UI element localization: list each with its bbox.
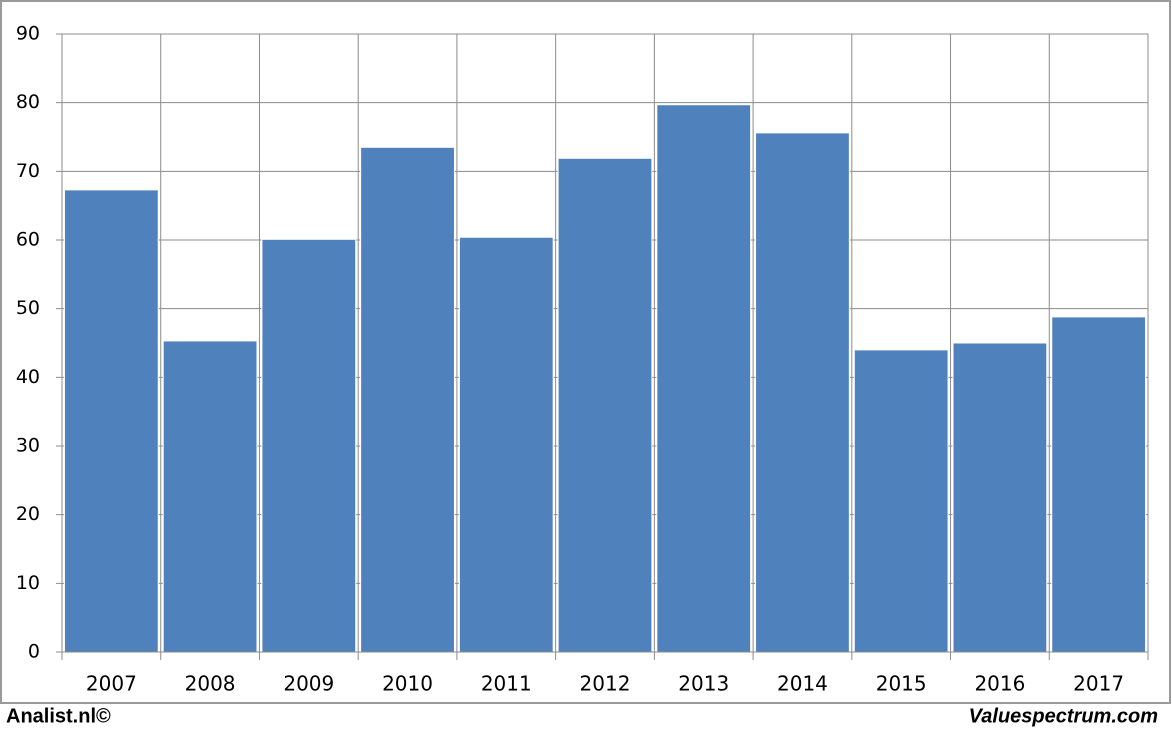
y-tick-label: 90 xyxy=(16,23,40,45)
bar xyxy=(853,349,949,653)
y-tick-label: 30 xyxy=(16,435,40,457)
x-tick-label: 2012 xyxy=(580,672,631,696)
x-tick-label: 2014 xyxy=(777,672,828,696)
x-tick-label: 2010 xyxy=(382,672,433,696)
x-tick-label: 2013 xyxy=(678,672,729,696)
bar xyxy=(162,340,258,653)
x-tick-label: 2017 xyxy=(1073,672,1124,696)
y-tick-label: 50 xyxy=(16,297,40,319)
x-tick-label: 2007 xyxy=(86,672,137,696)
bar xyxy=(458,236,554,653)
bar xyxy=(261,238,357,653)
y-tick-label: 10 xyxy=(16,572,40,594)
footer-right: Valuespectrum.com xyxy=(969,705,1158,727)
y-tick-label: 40 xyxy=(16,366,40,388)
x-tick-label: 2015 xyxy=(876,672,927,696)
y-tick-label: 0 xyxy=(28,641,40,663)
x-tick-label: 2016 xyxy=(974,672,1025,696)
bar xyxy=(755,132,850,653)
bar xyxy=(557,157,653,653)
bar xyxy=(656,104,752,653)
bar xyxy=(63,189,159,653)
x-tick-label: 2009 xyxy=(283,672,334,696)
bar xyxy=(1051,316,1147,653)
bar xyxy=(360,146,455,653)
footer-left: Analist.nl© xyxy=(6,705,111,727)
x-tick-label: 2011 xyxy=(481,672,532,696)
y-tick-label: 70 xyxy=(16,160,40,182)
bar xyxy=(952,342,1048,653)
y-tick-label: 20 xyxy=(16,503,40,525)
y-tick-label: 80 xyxy=(16,91,40,113)
y-tick-label: 60 xyxy=(16,229,40,251)
x-tick-label: 2008 xyxy=(185,672,236,696)
